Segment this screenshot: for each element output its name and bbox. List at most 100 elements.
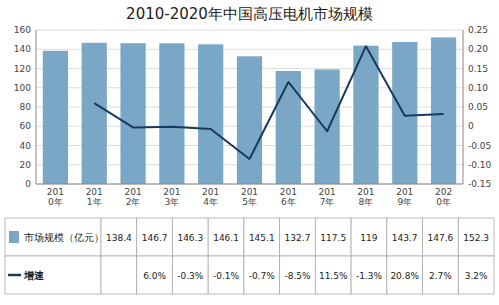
x-tick-label: 2014年 <box>202 187 219 207</box>
table-value: 152.3 <box>463 233 489 243</box>
x-tick-label: 2020年 <box>435 187 452 207</box>
table-cell <box>351 256 387 294</box>
x-tick-label: 2015年 <box>241 187 258 207</box>
y2-tick-label: 0 <box>468 121 474 131</box>
table-value: -0.1% <box>213 271 240 281</box>
table-value: 20.8% <box>390 271 419 281</box>
table-cell <box>423 218 459 256</box>
x-tick-label-line: 201 <box>86 187 103 197</box>
bar <box>159 43 184 184</box>
x-tick-label: 2011年 <box>86 187 103 207</box>
y-axis <box>36 30 37 184</box>
y-tick-label: 140 <box>14 44 31 54</box>
table-value: 119 <box>360 233 377 243</box>
x-tick-label-line: 2年 <box>126 197 141 207</box>
legend-label: 市场规模（亿元） <box>24 232 104 243</box>
table-cell <box>315 218 351 256</box>
table-cell <box>351 218 387 256</box>
table-value: 2.7% <box>429 271 452 281</box>
x-tick-label-line: 202 <box>435 187 452 197</box>
grid-line <box>36 30 463 31</box>
table-value: 138.4 <box>106 233 132 243</box>
table-cell <box>208 218 244 256</box>
table-value: -1.3% <box>356 271 383 281</box>
x-axis <box>36 184 463 185</box>
y2-tick-label: 0.20 <box>468 44 488 54</box>
legend-label: 增速 <box>23 270 45 281</box>
table-cell <box>244 256 280 294</box>
x-tick-label-line: 201 <box>280 187 297 197</box>
table-value: 145.1 <box>249 233 275 243</box>
x-tick-label-line: 8年 <box>359 197 374 207</box>
table-cell <box>137 218 173 256</box>
table-cell <box>280 218 316 256</box>
table-cell <box>137 256 173 294</box>
plot-area <box>43 37 456 184</box>
table-value: 6.0% <box>143 271 166 281</box>
y2-tick-label: 0.25 <box>468 25 488 35</box>
table-value: -0.7% <box>249 271 276 281</box>
table-cell <box>101 218 137 256</box>
x-tick-label-line: 201 <box>163 187 180 197</box>
table-cell <box>423 256 459 294</box>
table-cell <box>387 218 423 256</box>
table-cell <box>280 256 316 294</box>
table-cell <box>458 218 494 256</box>
bar <box>315 69 340 184</box>
x-tick-label-line: 201 <box>396 187 413 197</box>
table-cell <box>172 256 208 294</box>
table-cell <box>458 256 494 294</box>
y2-tick-label: 0.05 <box>468 102 488 112</box>
x-tick-label-line: 0年 <box>436 197 451 207</box>
legend-swatch <box>8 274 21 277</box>
x-tick-label-line: 6年 <box>281 197 296 207</box>
y2-tick-label: -0.15 <box>468 179 491 189</box>
y2-tick-label: 0.10 <box>468 83 488 93</box>
data-table: 市场规模（亿元）138.4146.7146.3146.1145.1132.711… <box>5 218 494 294</box>
x-tick-label: 2017年 <box>319 187 336 207</box>
y-tick-label: 60 <box>20 121 32 131</box>
y-tick-label: 0 <box>25 179 31 189</box>
x-tick-label: 2013年 <box>163 187 180 207</box>
bar <box>43 51 68 184</box>
table-cell <box>315 256 351 294</box>
table-value: 143.7 <box>392 233 418 243</box>
y-tick-label: 100 <box>14 83 31 93</box>
x-tick-label-line: 4年 <box>203 197 218 207</box>
x-tick-label-line: 1年 <box>87 197 102 207</box>
bar <box>237 56 262 184</box>
bar <box>392 42 417 184</box>
x-tick-label-line: 9年 <box>397 197 412 207</box>
x-tick-label-line: 201 <box>319 187 336 197</box>
table-cell <box>101 256 137 294</box>
table-value: -8.5% <box>284 271 311 281</box>
bar <box>120 43 145 184</box>
table-cell <box>208 256 244 294</box>
x-tick-label-line: 201 <box>357 187 374 197</box>
bar <box>82 43 107 184</box>
table-value: 11.5% <box>319 271 348 281</box>
chart: 2010-2020年中国高压电机市场规模02040608010012014016… <box>0 0 499 305</box>
table-value: 146.1 <box>213 233 239 243</box>
x-tick-label-line: 201 <box>241 187 258 197</box>
grid <box>36 30 463 184</box>
table-cell <box>172 218 208 256</box>
table-value: 146.3 <box>177 233 203 243</box>
x-tick-label: 2019年 <box>396 187 413 207</box>
x-tick-label: 2016年 <box>280 187 297 207</box>
y2-tick-label: -0.05 <box>468 141 491 151</box>
y2-tick-label: -0.10 <box>468 160 492 170</box>
table-value: 147.6 <box>428 233 454 243</box>
y-tick-label: 120 <box>14 64 31 74</box>
grid-line <box>36 184 463 185</box>
table-cell <box>244 218 280 256</box>
y-tick-label: 160 <box>14 25 31 35</box>
x-tick-label-line: 201 <box>47 187 64 197</box>
y-tick-label: 20 <box>20 160 32 170</box>
x-tick-label-line: 201 <box>124 187 141 197</box>
line <box>94 46 443 159</box>
table-value: -0.3% <box>177 271 204 281</box>
x-tick-label: 2018年 <box>357 187 374 207</box>
table-value: 146.7 <box>142 233 168 243</box>
y2-tick-label: 0.15 <box>468 64 488 74</box>
